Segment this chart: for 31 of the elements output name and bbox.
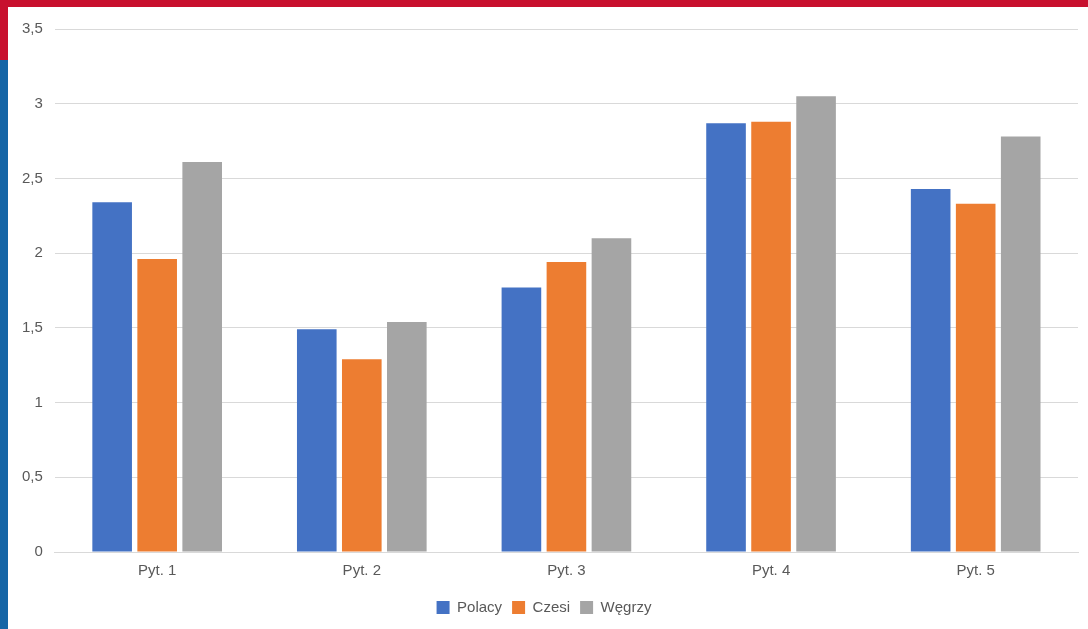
y-tick-label: 3,5: [21, 19, 43, 37]
legend-label: Polacy: [457, 597, 503, 615]
bar: [1000, 136, 1041, 552]
y-tick-label: 2: [34, 243, 43, 261]
y-tick-label: 1: [34, 392, 43, 410]
bar: [296, 329, 337, 552]
bar: [706, 123, 746, 552]
legend-label: Czesi: [532, 597, 571, 615]
bar: [182, 161, 222, 552]
y-tick-label: 2,5: [21, 168, 43, 186]
bar: [546, 262, 587, 552]
bar: [591, 238, 632, 552]
bar: [910, 188, 951, 552]
bar: [501, 287, 542, 552]
y-tick-label: 3: [34, 93, 43, 111]
bar: [955, 203, 996, 552]
bar: [137, 259, 177, 552]
bar: [387, 321, 427, 552]
bar: [92, 202, 132, 552]
bar: [796, 96, 836, 552]
x-tick-label: Pyt. 5: [956, 561, 995, 579]
legend-label: Węgrzy: [600, 597, 652, 615]
bar: [341, 359, 382, 552]
x-tick-label: Pyt. 2: [342, 561, 381, 579]
x-tick-label: Pyt. 3: [547, 561, 586, 579]
x-tick-label: Pyt. 1: [137, 561, 177, 579]
y-tick-label: 1,5: [21, 318, 43, 335]
y-tick-label: 0,5: [21, 467, 43, 485]
bar: [751, 121, 791, 552]
x-tick-label: Pyt. 4: [751, 561, 791, 579]
y-tick-label: 0: [34, 542, 43, 560]
